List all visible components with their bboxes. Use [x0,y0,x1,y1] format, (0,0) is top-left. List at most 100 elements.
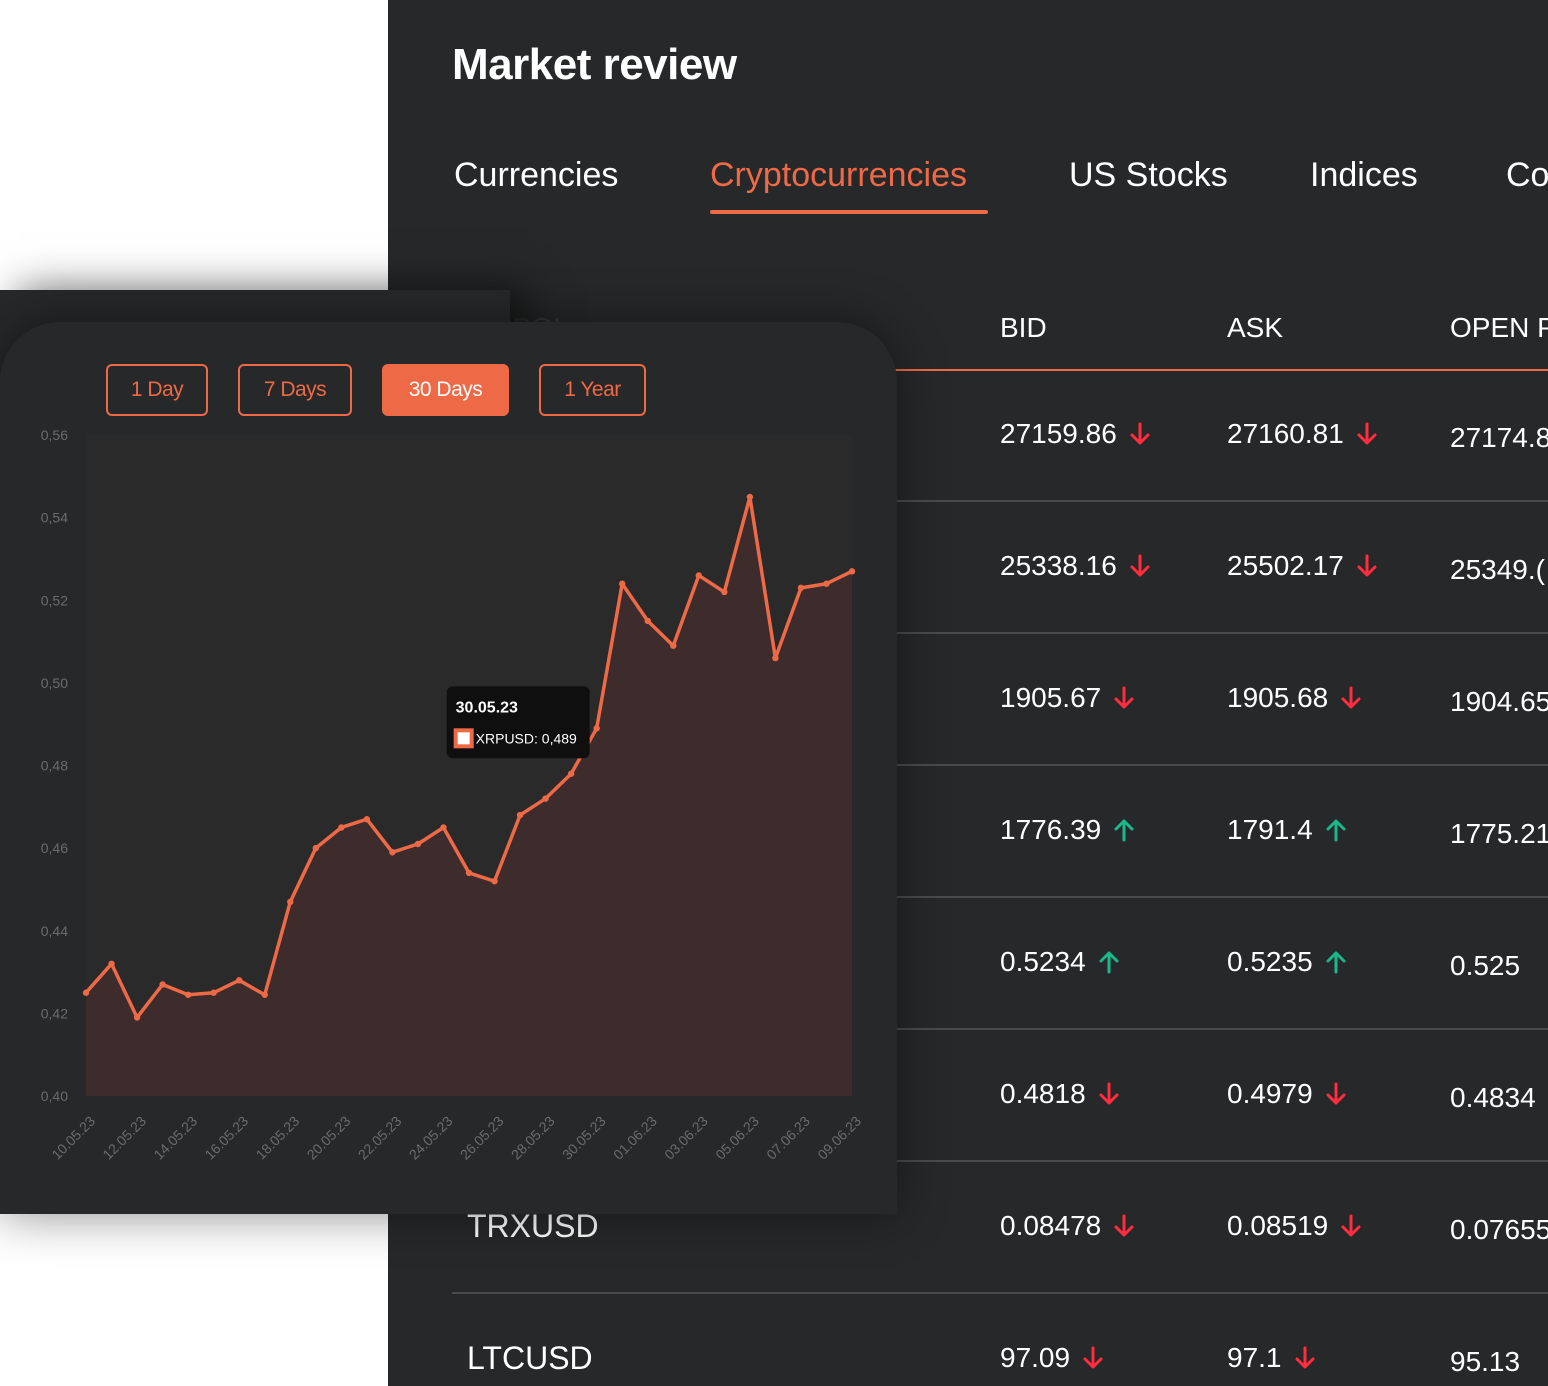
tab-indices[interactable]: Indices [1310,156,1418,194]
ask-value: 0.4979 [1227,1078,1313,1109]
x-tick-label: 10.05.23 [48,1113,98,1163]
arrow-down-icon [1099,1082,1119,1105]
y-tick-label: 0,42 [41,1005,68,1021]
ask-cell: 0.4979 [1227,1078,1347,1110]
ask-cell: 0.5235 [1227,946,1347,978]
open-value: 0.07655 [1450,1214,1548,1245]
x-tick-label: 07.06.23 [763,1113,813,1163]
table-row[interactable]: 0.4818 0.4979 0.4834 [388,1030,1548,1162]
data-point [108,960,115,967]
open-cell: 1775.21 [1450,818,1548,850]
range-1-day-button[interactable]: 1 Day [106,364,208,416]
tab-currencies[interactable]: Currencies [454,156,619,194]
bid-value: 27159.86 [1000,418,1117,449]
arrow-down-icon [1130,422,1150,445]
table-row[interactable]: 25338.16 25502.17 25349.( [388,502,1548,634]
table-row[interactable]: 1905.67 1905.68 1904.65 [388,634,1548,766]
tab-cryptocurrencies[interactable]: Cryptocurrencies [710,156,967,194]
row-divider [452,896,1548,898]
data-point [567,770,575,777]
range-1-year-button[interactable]: 1 Year [539,364,646,416]
bid-cell: 1905.67 [1000,682,1135,714]
data-point [440,824,447,831]
x-tick-label: 05.06.23 [712,1113,762,1163]
x-tick-label: 28.05.23 [508,1113,558,1163]
arrow-down-icon [1341,1214,1361,1237]
bid-value: 0.08478 [1000,1210,1102,1241]
bid-cell: 27159.86 [1000,418,1151,450]
ask-cell: 25502.17 [1227,550,1378,582]
open-cell: 95.13 [1450,1346,1520,1378]
tab-commodities[interactable]: Co [1506,156,1548,194]
column-header-ask: ASK [1227,312,1284,343]
x-tick-label: 20.05.23 [304,1113,354,1163]
table-row[interactable]: TRXUSD 0.08478 0.08519 0.07655 [388,1162,1548,1294]
range-30-days-button[interactable]: 30 Days [382,364,509,416]
active-tab-underline [710,210,988,214]
x-tick-label: 01.06.23 [610,1113,660,1163]
data-point [210,989,217,996]
open-cell: 0.4834 [1450,1082,1536,1114]
ask-value: 27160.81 [1227,418,1344,449]
data-point [772,654,779,662]
arrow-up-icon [1326,951,1346,974]
arrow-down-icon [1326,1082,1346,1105]
y-tick-label: 0,50 [41,675,68,691]
ask-cell: 0.08519 [1227,1210,1362,1242]
y-tick-label: 0,44 [41,923,68,939]
arrow-down-icon [1114,686,1134,709]
tab-us-stocks[interactable]: US Stocks [1069,156,1228,194]
y-tick-label: 0,46 [41,840,68,856]
y-tick-label: 0,48 [41,758,68,774]
symbol-cell: TRXUSD [467,1208,599,1244]
row-divider [452,764,1548,766]
arrow-down-icon [1357,554,1377,577]
row-divider [452,1292,1548,1294]
data-point [363,816,371,823]
bid-cell: 0.5234 [1000,946,1120,978]
ask-value: 0.5235 [1227,946,1313,977]
table-row[interactable]: 27159.86 27160.81 27174.8 [388,370,1548,502]
bid-value: 1776.39 [1000,814,1102,845]
row-divider [452,1028,1548,1030]
y-tick-label: 0,54 [41,510,68,526]
bid-value: 25338.16 [1000,550,1117,581]
table-row[interactable]: 1776.39 1791.4 1775.21 [388,766,1548,898]
arrow-up-icon [1326,819,1346,842]
data-point [338,824,345,831]
table-row[interactable]: LTCUSD 97.09 97.1 95.13 [388,1294,1548,1386]
data-point [823,580,830,587]
data-point [236,977,243,984]
open-cell: 0.525 [1450,950,1520,982]
open-value: 1904.65 [1450,686,1548,717]
bid-cell: 25338.16 [1000,550,1151,582]
row-divider [452,500,1548,502]
data-point [184,991,192,998]
y-tick-label: 0,40 [41,1088,68,1104]
ask-value: 1791.4 [1227,814,1313,845]
bid-cell: 1776.39 [1000,814,1135,846]
data-point [261,991,268,998]
table-header-divider [452,369,1548,371]
x-tick-label: 30.05.23 [559,1113,609,1163]
row-divider [452,1160,1548,1162]
table-row[interactable]: 0.5234 0.5235 0.525 [388,898,1548,1030]
x-tick-label: 26.05.23 [457,1113,507,1163]
data-point [82,989,90,996]
arrow-down-icon [1357,422,1377,445]
bid-value: 0.4818 [1000,1078,1086,1109]
arrow-down-icon [1341,686,1361,709]
y-tick-label: 0,56 [41,427,68,443]
x-tick-label: 22.05.23 [355,1113,405,1163]
price-chart-card: 1 Day 7 Days 30 Days 1 Year 0,40 0,42 0,44… [0,322,897,1214]
data-point [797,584,805,592]
data-point [619,580,626,587]
range-7-days-button[interactable]: 7 Days [238,364,352,416]
price-chart: 0,40 0,42 0,44 0,46 0,48 0,50 0,52 0,54 0,56 10.0… [41,427,865,1163]
data-point [159,981,166,988]
data-point [516,811,524,819]
x-tick-label: 03.06.23 [661,1113,711,1163]
open-cell: 27174.8 [1450,422,1548,454]
x-tick-label: 16.05.23 [201,1113,251,1163]
bid-cell: 0.08478 [1000,1210,1135,1242]
